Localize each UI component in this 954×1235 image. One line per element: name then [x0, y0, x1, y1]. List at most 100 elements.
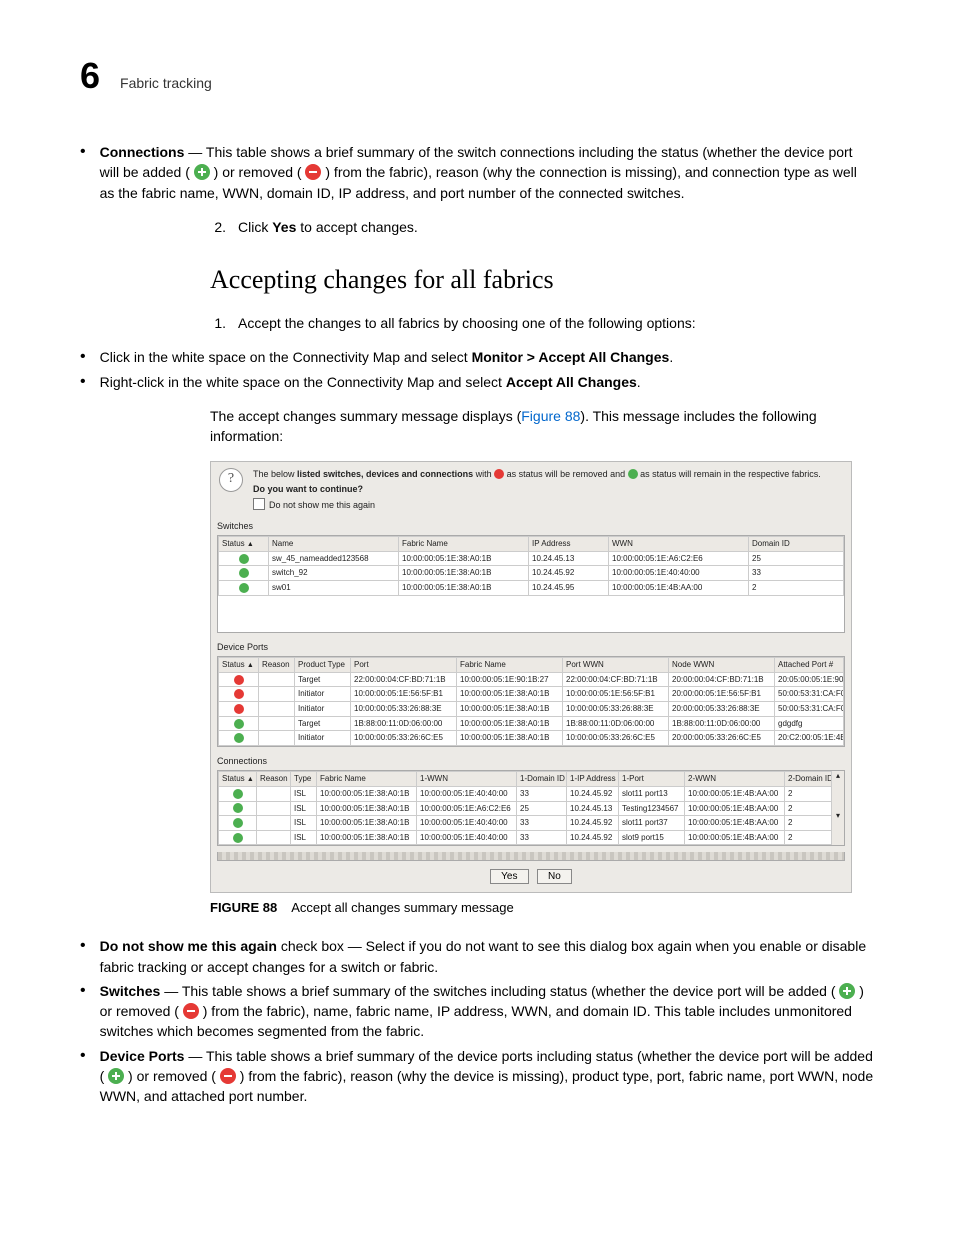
table-row[interactable]: ISL10:00:00:05:1E:38:A0:1B10:00:00:05:1E… — [219, 801, 832, 816]
status-added-icon — [239, 554, 249, 564]
device-ports-title: Device Ports — [211, 639, 851, 656]
scroll-horiz[interactable] — [217, 852, 845, 861]
column-header[interactable]: Domain ID — [749, 536, 844, 551]
status-added-icon — [233, 833, 243, 843]
status-removed-icon — [234, 689, 244, 699]
dont-show-row: Do not show me this again — [253, 498, 843, 512]
table-row[interactable]: Target22:00:00:04:CF:BD:71:1B10:00:00:05… — [219, 672, 844, 687]
column-header[interactable]: 1-WWN — [417, 771, 517, 786]
bullet-text: Connections — This table shows a brief s… — [100, 142, 874, 203]
para-accept-summary: The accept changes summary message displ… — [210, 406, 874, 447]
column-header[interactable]: Type — [291, 771, 317, 786]
column-header[interactable]: Node WWN — [669, 657, 775, 672]
dont-show-checkbox[interactable] — [253, 498, 265, 510]
top-bullet-list: • Connections — This table shows a brief… — [80, 142, 874, 203]
question-icon: ? — [219, 468, 243, 492]
column-header[interactable]: Port — [351, 657, 457, 672]
column-header[interactable]: Name — [269, 536, 399, 551]
status-added-icon — [234, 719, 244, 729]
table-row[interactable]: sw0110:00:00:05:1E:38:A0:1B10.24.45.9510… — [219, 581, 844, 596]
column-header[interactable]: IP Address — [529, 536, 609, 551]
add-icon — [839, 983, 855, 999]
dialog-confirm-text: Do you want to continue? — [253, 483, 843, 496]
status-removed-icon — [234, 675, 244, 685]
switches-table: Status ▲NameFabric NameIP AddressWWNDoma… — [218, 536, 844, 596]
status-added-icon — [233, 789, 243, 799]
column-header[interactable]: Port WWN — [563, 657, 669, 672]
column-header[interactable]: Status ▲ — [219, 536, 269, 551]
table-row[interactable]: ISL10:00:00:05:1E:38:A0:1B10:00:00:05:1E… — [219, 830, 832, 845]
remove-icon — [183, 1003, 199, 1019]
dialog-message-line1: The below listed switches, devices and c… — [253, 468, 843, 481]
add-icon — [194, 164, 210, 180]
device-ports-table: Status ▲ReasonProduct TypePortFabric Nam… — [218, 657, 844, 746]
table-row[interactable]: Target1B:88:00:11:0D:06:00:0010:00:00:05… — [219, 716, 844, 731]
status-removed-icon — [234, 704, 244, 714]
remove-icon — [305, 164, 321, 180]
column-header[interactable]: Fabric Name — [399, 536, 529, 551]
remove-icon — [220, 1068, 236, 1084]
bullet-dont-show: •Do not show me this again check box — S… — [80, 936, 874, 977]
status-added-icon — [233, 818, 243, 828]
status-added-icon — [233, 803, 243, 813]
list-item: 1. Accept the changes to all fabrics by … — [210, 313, 874, 333]
chapter-title: Fabric tracking — [120, 73, 212, 93]
step-1: 1. Accept the changes to all fabrics by … — [210, 313, 874, 333]
status-added-icon — [239, 568, 249, 578]
list-item: •Click in the white space on the Connect… — [80, 347, 874, 367]
dialog-header: ? The below listed switches, devices and… — [211, 462, 851, 518]
figure-caption: FIGURE 88Accept all changes summary mess… — [210, 899, 874, 918]
table-row[interactable]: sw_45_nameadded12356810:00:00:05:1E:38:A… — [219, 551, 844, 566]
switches-title: Switches — [211, 518, 851, 535]
step-2: 2. Click Yes to accept changes. — [210, 217, 874, 237]
figure-link[interactable]: Figure 88 — [521, 408, 580, 424]
bottom-bullets: •Do not show me this again check box — S… — [80, 936, 874, 1106]
table-row[interactable]: ISL10:00:00:05:1E:38:A0:1B10:00:00:05:1E… — [219, 816, 832, 831]
device-ports-table-wrap: Status ▲ReasonProduct TypePortFabric Nam… — [217, 656, 845, 747]
list-item: •Right-click in the white space on the C… — [80, 372, 874, 392]
table-row[interactable]: Initiator10:00:00:05:1E:56:5F:B110:00:00… — [219, 687, 844, 702]
bullet-device-ports: •Device Ports — This table shows a brief… — [80, 1046, 874, 1107]
accept-changes-dialog: ? The below listed switches, devices and… — [210, 461, 852, 894]
column-header[interactable]: Reason — [259, 657, 295, 672]
add-icon — [108, 1068, 124, 1084]
step1-options: •Click in the white space on the Connect… — [80, 347, 874, 392]
column-header[interactable]: 1-Port — [619, 771, 685, 786]
status-added-icon — [234, 733, 244, 743]
status-remain-icon — [628, 469, 638, 479]
connections-table: Status ▲ReasonTypeFabric Name1-WWN1-Doma… — [218, 771, 831, 846]
page-header: 6 Fabric tracking — [80, 50, 874, 102]
no-button[interactable]: No — [537, 869, 572, 884]
column-header[interactable]: Status ▲ — [219, 657, 259, 672]
status-added-icon — [239, 583, 249, 593]
column-header[interactable]: Status ▲ — [219, 771, 257, 786]
table-row[interactable]: Initiator10:00:00:05:33:26:6C:E510:00:00… — [219, 731, 844, 746]
column-header[interactable]: 2-WWN — [685, 771, 785, 786]
table-row[interactable]: Initiator10:00:00:05:33:26:88:3E10:00:00… — [219, 702, 844, 717]
column-header[interactable]: Product Type — [295, 657, 351, 672]
column-header[interactable]: 2-Domain ID — [785, 771, 832, 786]
connections-table-wrap: Status ▲ReasonTypeFabric Name1-WWN1-Doma… — [217, 770, 845, 847]
yes-button[interactable]: Yes — [490, 869, 528, 884]
column-header[interactable]: 1-IP Address — [567, 771, 619, 786]
column-header[interactable]: Fabric Name — [457, 657, 563, 672]
page: 6 Fabric tracking • Connections — This t… — [0, 0, 954, 1171]
dialog-buttons: Yes No — [211, 865, 851, 892]
bullet-glyph: • — [80, 142, 86, 203]
bullet-switches: •Switches — This table shows a brief sum… — [80, 981, 874, 1042]
chapter-number: 6 — [80, 50, 100, 102]
column-header[interactable]: 1-Domain ID — [517, 771, 567, 786]
bullet-connections: • Connections — This table shows a brief… — [80, 142, 874, 203]
status-remove-icon — [494, 469, 504, 479]
section-heading: Accepting changes for all fabrics — [210, 261, 874, 299]
column-header[interactable]: Attached Port # — [775, 657, 844, 672]
table-row[interactable]: ISL10:00:00:05:1E:38:A0:1B10:00:00:05:1E… — [219, 787, 832, 802]
switches-table-wrap: Status ▲NameFabric NameIP AddressWWNDoma… — [217, 535, 845, 633]
connections-title: Connections — [211, 753, 851, 770]
scroll-vert[interactable]: ▴▾ — [831, 771, 844, 846]
column-header[interactable]: WWN — [609, 536, 749, 551]
column-header[interactable]: Reason — [257, 771, 291, 786]
table-row[interactable]: switch_9210:00:00:05:1E:38:A0:1B10.24.45… — [219, 566, 844, 581]
column-header[interactable]: Fabric Name — [317, 771, 417, 786]
list-item: 2. Click Yes to accept changes. — [210, 217, 874, 237]
